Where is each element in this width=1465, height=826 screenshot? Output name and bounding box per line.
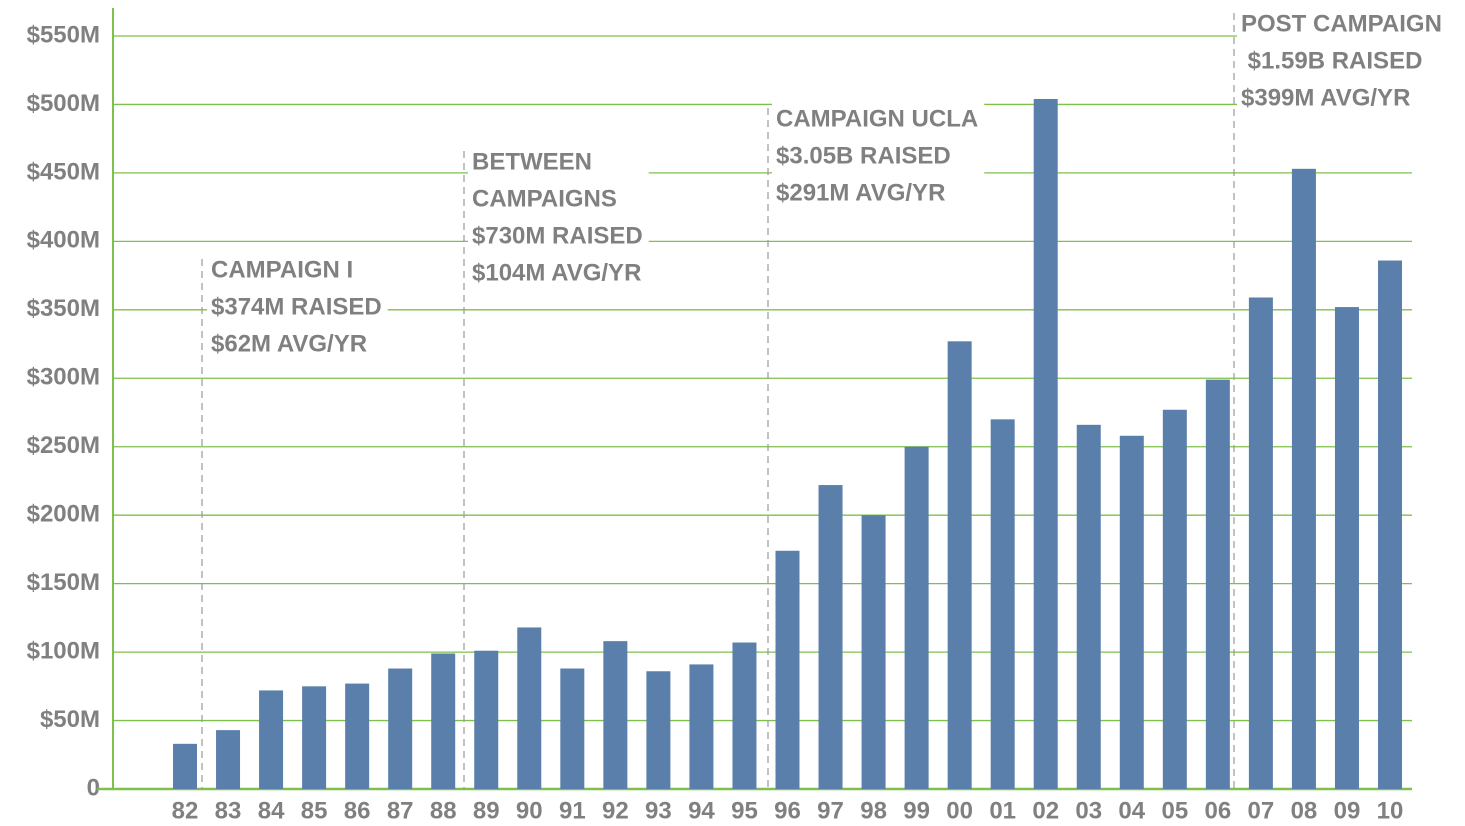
annotation-text: CAMPAIGN I [211,256,353,283]
x-tick-label: 08 [1291,797,1318,824]
y-tick-label: $300M [27,364,100,391]
x-tick-label: 09 [1334,797,1361,824]
bar [1378,260,1402,790]
annotation-text: $1.59B RAISED [1241,47,1422,74]
bar [259,690,284,789]
bar [302,686,327,789]
annotation-text: BETWEEN [472,148,592,175]
bar [861,515,886,789]
bar [388,668,413,789]
annotation-text: $3.05B RAISED [776,142,951,169]
x-tick-label: 01 [989,797,1016,824]
annotation-bg [207,253,388,364]
annotation-text: $291M AVG/YR [776,179,945,206]
annotation-text: $730M RAISED [472,222,643,249]
annotation-text: POST CAMPAIGN [1241,10,1442,37]
bar [345,683,370,789]
annotation-bg [1237,7,1448,118]
annotation-text: $374M RAISED [211,293,382,320]
bar [1291,168,1316,789]
x-tick-label: 02 [1032,797,1059,824]
bar [517,627,542,789]
x-tick-label: 99 [903,797,930,824]
bar [1162,409,1187,789]
x-tick-label: 03 [1075,797,1102,824]
bar [646,671,671,789]
bar [775,550,800,789]
x-tick-label: 89 [473,797,500,824]
y-tick-label: $250M [27,432,100,459]
bar [1076,424,1101,789]
x-tick-label: 87 [387,797,414,824]
bar [603,641,628,789]
x-tick-label: 82 [172,797,199,824]
x-tick-label: 04 [1118,797,1145,824]
x-tick-label: 84 [258,797,285,824]
y-tick-label: $350M [27,295,100,322]
bar [947,341,972,789]
annotation-text: CAMPAIGNS [472,185,617,212]
x-tick-label: 98 [860,797,887,824]
bar [431,653,456,789]
x-tick-label: 95 [731,797,758,824]
x-tick-label: 85 [301,797,328,824]
bar [689,664,714,789]
annotation-bg [772,102,985,213]
y-tick-label: $150M [27,569,100,596]
x-tick-label: 91 [559,797,586,824]
x-tick-label: 97 [817,797,844,824]
y-tick-label: $450M [27,158,100,185]
bar [1334,307,1359,789]
bar [1248,297,1273,789]
x-tick-label: 94 [688,797,715,824]
x-tick-label: 93 [645,797,672,824]
bar [732,642,757,789]
bar [474,650,499,789]
bar [990,419,1015,789]
bar [1205,379,1230,789]
annotation-text: $62M AVG/YR [211,330,367,357]
x-tick-label: 96 [774,797,801,824]
y-tick-label: $100M [27,637,100,664]
annotation-text: $399M AVG/YR [1241,84,1410,111]
x-tick-label: 07 [1248,797,1275,824]
bar [216,730,241,789]
annotation-bg [468,145,649,293]
y-tick-label: $500M [27,90,100,117]
x-tick-label: 10 [1377,797,1404,824]
x-tick-label: 86 [344,797,371,824]
y-tick-label: $200M [27,501,100,528]
x-tick-label: 90 [516,797,543,824]
bar [1119,435,1144,789]
y-tick-label: $50M [40,706,100,733]
x-tick-label: 05 [1161,797,1188,824]
bar [1033,98,1058,790]
x-tick-label: 00 [946,797,973,824]
annotation-text: CAMPAIGN UCLA [776,105,978,132]
bar [560,668,585,789]
bar [173,743,197,789]
y-tick-label: $550M [27,21,100,48]
x-tick-label: 83 [215,797,242,824]
bar [818,485,843,789]
bar [904,446,929,789]
x-tick-label: 92 [602,797,629,824]
y-tick-label: 0 [87,774,100,801]
annotation-text: $104M AVG/YR [472,259,641,286]
y-tick-label: $400M [27,227,100,254]
x-tick-label: 88 [430,797,457,824]
x-tick-label: 06 [1205,797,1232,824]
